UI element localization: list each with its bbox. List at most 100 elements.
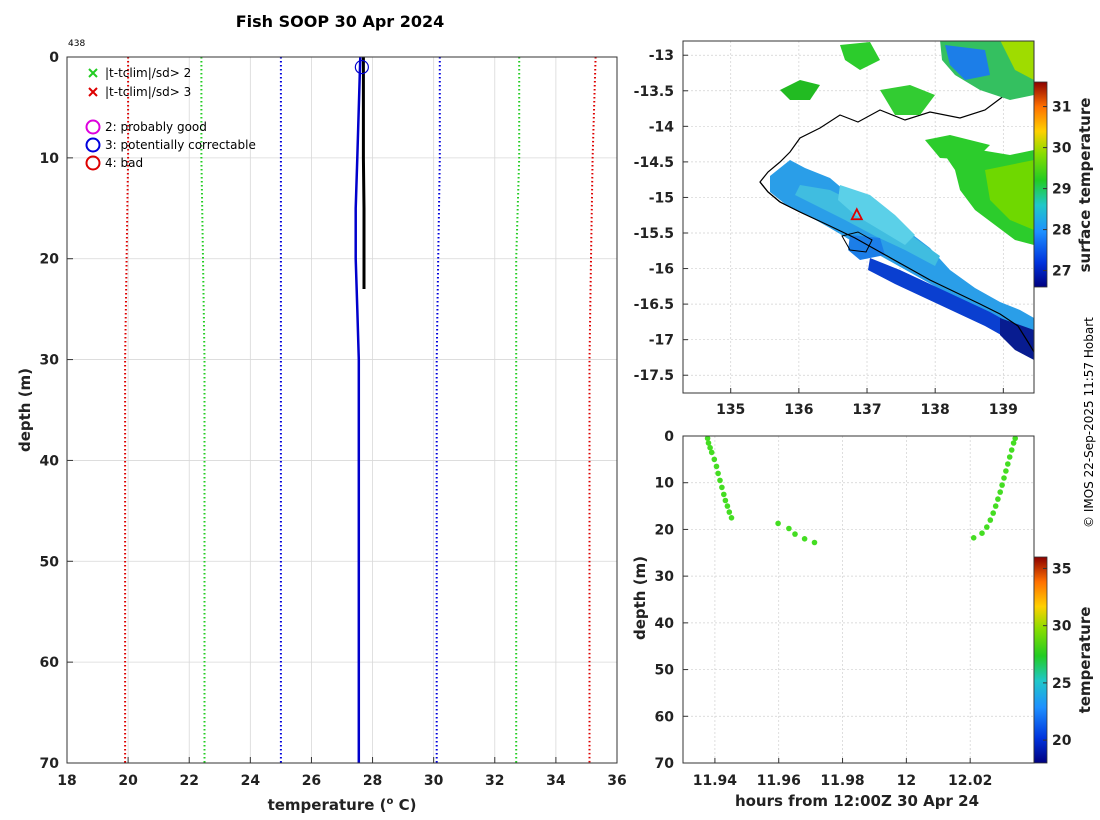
time-depth-x-tick-label: 11.98 xyxy=(820,773,864,789)
time-depth-point xyxy=(979,530,985,536)
profile-flag-marker xyxy=(354,59,369,75)
time-depth-point xyxy=(801,536,808,542)
map-x-tick-label: 139 xyxy=(989,402,1018,418)
profile-x-tick-label: 30 xyxy=(424,773,444,789)
time-depth-colorbar-tick-label: 20 xyxy=(1052,733,1072,749)
time-depth-y-tick-label: 30 xyxy=(655,569,675,585)
map-y-tick-label: -17.5 xyxy=(634,368,674,384)
map-colorbar-tick-label: 27 xyxy=(1052,264,1071,280)
profile-x-tick-label: 20 xyxy=(118,773,138,789)
profile-series-observed-profile xyxy=(361,57,366,289)
profile-legend: |t-tclim|/sd> 2 |t-tclim|/sd> 3 2: probabl… xyxy=(85,66,256,171)
time-depth-y-tick-label: 50 xyxy=(655,663,675,679)
profile-y-tick-label: 20 xyxy=(40,252,60,268)
time-depth-point xyxy=(992,503,999,509)
map-x-tick-label: 135 xyxy=(716,402,745,418)
time-depth-x-tick-label: 11.96 xyxy=(757,773,801,789)
profile-y-tick-label: 70 xyxy=(40,756,60,772)
map-y-tick-label: -16.5 xyxy=(634,297,674,313)
map-panel: 135 136 137 138 139 -13 -13.5 -14 -14.5 -15 -15.5 -… xyxy=(634,40,1094,418)
legend-label: 4: bad xyxy=(105,156,143,170)
sst-patch-blue-ne xyxy=(945,45,990,80)
time-depth-point xyxy=(786,525,792,532)
sst-patch-cool xyxy=(868,258,1034,352)
coastline-south xyxy=(759,181,1034,353)
time-depth-y-tick-label: 60 xyxy=(655,709,675,725)
time-depth-point xyxy=(715,470,721,477)
map-y-tick-label: -14 xyxy=(649,119,675,135)
island-outline xyxy=(841,231,873,253)
time-depth-x-tick-label: 12 xyxy=(897,773,916,789)
time-depth-point xyxy=(1005,461,1011,467)
profile-x-tick-label: 36 xyxy=(607,773,626,789)
map-colorbar-tick-label: 29 xyxy=(1052,182,1071,198)
time-depth-colorbar-label: temperature xyxy=(1076,607,1094,714)
profile-x-label: temperature (o C) xyxy=(268,796,417,814)
profile-y-tick-label: 30 xyxy=(40,353,60,369)
profile-y-tick-label: 50 xyxy=(40,554,60,570)
sst-patch-light xyxy=(795,185,940,266)
profile-y-label: depth (m) xyxy=(16,368,34,452)
profile-series-clim-3sd xyxy=(124,57,130,763)
map-marker-group xyxy=(850,207,864,221)
sst-patch-yellowgreen xyxy=(1000,41,1034,80)
sst-patch-coolest xyxy=(1000,318,1034,360)
time-depth-point xyxy=(708,449,715,456)
time-depth-colorbar-tick-label: 25 xyxy=(1052,676,1071,692)
time-depth-panel: 11.94 11.96 11.98 12 12.02 0 10 20 30 40 50 60 70 ho… xyxy=(631,429,1094,810)
profile-y-tick-label: 40 xyxy=(40,453,60,469)
profile-x-tick-label: 32 xyxy=(485,773,504,789)
profile-x-tick-label: 18 xyxy=(57,773,76,789)
time-depth-point xyxy=(1012,435,1018,442)
profile-series-clim-1sd xyxy=(435,57,441,763)
time-depth-point xyxy=(724,503,731,509)
legend-entry: 2: probably good xyxy=(85,119,207,135)
legend-label: 3: potentially correctable xyxy=(105,138,256,152)
time-depth-y-label: depth (m) xyxy=(631,556,649,640)
legend-label: |t-tclim|/sd> 2 xyxy=(105,66,191,80)
profile-x-tick-label: 34 xyxy=(546,773,566,789)
time-depth-point xyxy=(1006,454,1013,460)
map-x-tick-label: 138 xyxy=(921,402,950,418)
profile-plot-area xyxy=(67,57,617,763)
time-depth-ticks: 11.94 11.96 11.98 12 12.02 0 10 20 30 40 50 60 70 xyxy=(655,429,993,789)
map-x-tick-label: 137 xyxy=(852,402,881,418)
time-depth-point xyxy=(990,510,996,516)
sst-patch-green-mid xyxy=(925,135,990,160)
time-depth-point xyxy=(726,509,733,515)
profile-x-tick-label: 28 xyxy=(363,773,382,789)
legend-circle-marker xyxy=(85,119,101,135)
credit-text: © IMOS 22-Sep-2025 11:57 Hobart xyxy=(1082,317,1096,528)
profile-x-tick-label: 22 xyxy=(179,773,198,789)
profile-y-tick-label: 0 xyxy=(49,50,59,66)
time-depth-y-tick-label: 20 xyxy=(655,522,675,538)
legend-entry: |t-tclim|/sd> 3 xyxy=(88,85,191,99)
time-depth-point xyxy=(704,435,711,442)
sst-patch-blue-bay xyxy=(848,235,885,260)
profile-y-tick-label: 60 xyxy=(40,655,60,671)
time-depth-point xyxy=(707,444,713,451)
legend-entry: 4: bad xyxy=(85,155,143,171)
time-depth-point xyxy=(1008,447,1015,453)
profile-axes-box xyxy=(66,56,618,764)
time-depth-points xyxy=(704,435,1018,546)
time-depth-y-tick-label: 10 xyxy=(655,476,675,492)
profile-x-tick-label: 26 xyxy=(302,773,321,789)
map-y-tick-label: -17 xyxy=(649,333,674,349)
time-depth-point xyxy=(811,539,818,546)
map-y-tick-label: -13 xyxy=(649,48,674,64)
map-colorbar-label: surface temperature xyxy=(1076,98,1094,273)
map-colorbar-tick-label: 28 xyxy=(1052,223,1071,239)
map-colorbar-ticks: 27 28 29 30 31 xyxy=(1043,100,1072,280)
profile-series-climatology-profile xyxy=(354,56,362,763)
time-depth-point xyxy=(705,440,712,446)
time-depth-point xyxy=(997,489,1003,495)
map-colorbar-tick-label: 30 xyxy=(1052,141,1072,157)
time-depth-point xyxy=(728,515,735,521)
time-depth-point xyxy=(719,484,725,491)
profile-panel: 18 20 22 24 26 28 30 32 34 36 0 10 20 30 40 50 60 70 temp… xyxy=(16,50,627,814)
time-depth-point xyxy=(1003,468,1009,474)
time-depth-colorbar-ticks: 20 25 30 35 xyxy=(1043,561,1072,749)
time-depth-y-tick-label: 40 xyxy=(655,616,675,632)
